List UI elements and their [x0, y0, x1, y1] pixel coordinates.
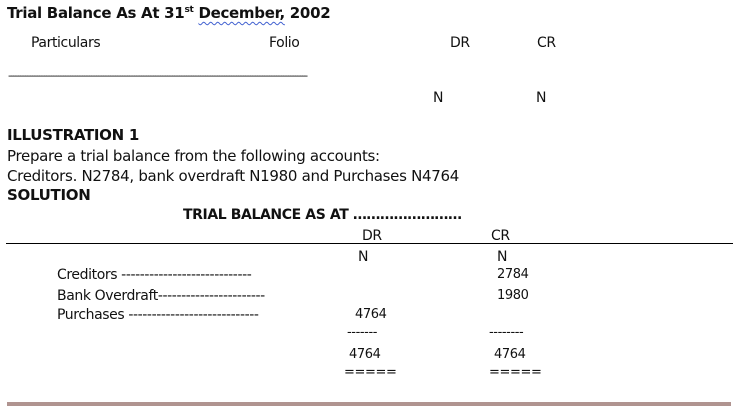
- row-label: Creditors ----------------------------: [57, 268, 252, 282]
- dash-divider: ----------------------------------------…: [8, 70, 308, 81]
- double-rule-dr: =====: [344, 365, 397, 380]
- currency-dr: N: [433, 90, 444, 106]
- col-dr: DR: [450, 35, 470, 51]
- double-rule-cr: =====: [489, 365, 542, 380]
- solution-table-title: TRIAL BALANCE AS AT ……………………: [183, 207, 462, 223]
- title-text: Trial Balance As At 31: [7, 4, 185, 22]
- illustration-heading: ILLUSTRATION 1: [7, 126, 139, 144]
- sol-currency-dr: N: [358, 249, 369, 265]
- subtotal-cr: --------: [489, 325, 524, 340]
- currency-cr: N: [536, 90, 547, 106]
- col-cr: CR: [537, 35, 556, 51]
- illustration-text-2: Creditors. N2784, bank overdraft N1980 a…: [7, 167, 459, 185]
- subtotal-dr: -------: [347, 325, 378, 340]
- total-cr: 4764: [494, 347, 526, 362]
- table-rule: [6, 243, 733, 244]
- total-dr: 4764: [349, 347, 381, 362]
- title-year: 2002: [289, 4, 331, 22]
- row-label: Purchases ----------------------------: [57, 308, 259, 322]
- solution-heading: SOLUTION: [7, 186, 91, 204]
- row-cr: 2784: [497, 267, 529, 282]
- row-label: Bank Overdraft-----------------------: [57, 289, 265, 303]
- sol-col-dr: DR: [362, 228, 382, 244]
- illustration-text-1: Prepare a trial balance from the followi…: [7, 147, 380, 165]
- row-cr: 1980: [497, 288, 529, 303]
- footer-bar: [7, 402, 731, 406]
- sol-currency-cr: N: [497, 249, 508, 265]
- title-month: December,: [198, 4, 285, 22]
- col-particulars: Particulars: [31, 35, 101, 51]
- title-superscript: st: [184, 5, 194, 15]
- sol-col-cr: CR: [491, 228, 510, 244]
- col-folio: Folio: [269, 35, 300, 51]
- page-title: Trial Balance As At 31st December, 2002: [7, 4, 331, 22]
- row-dr: 4764: [355, 307, 387, 322]
